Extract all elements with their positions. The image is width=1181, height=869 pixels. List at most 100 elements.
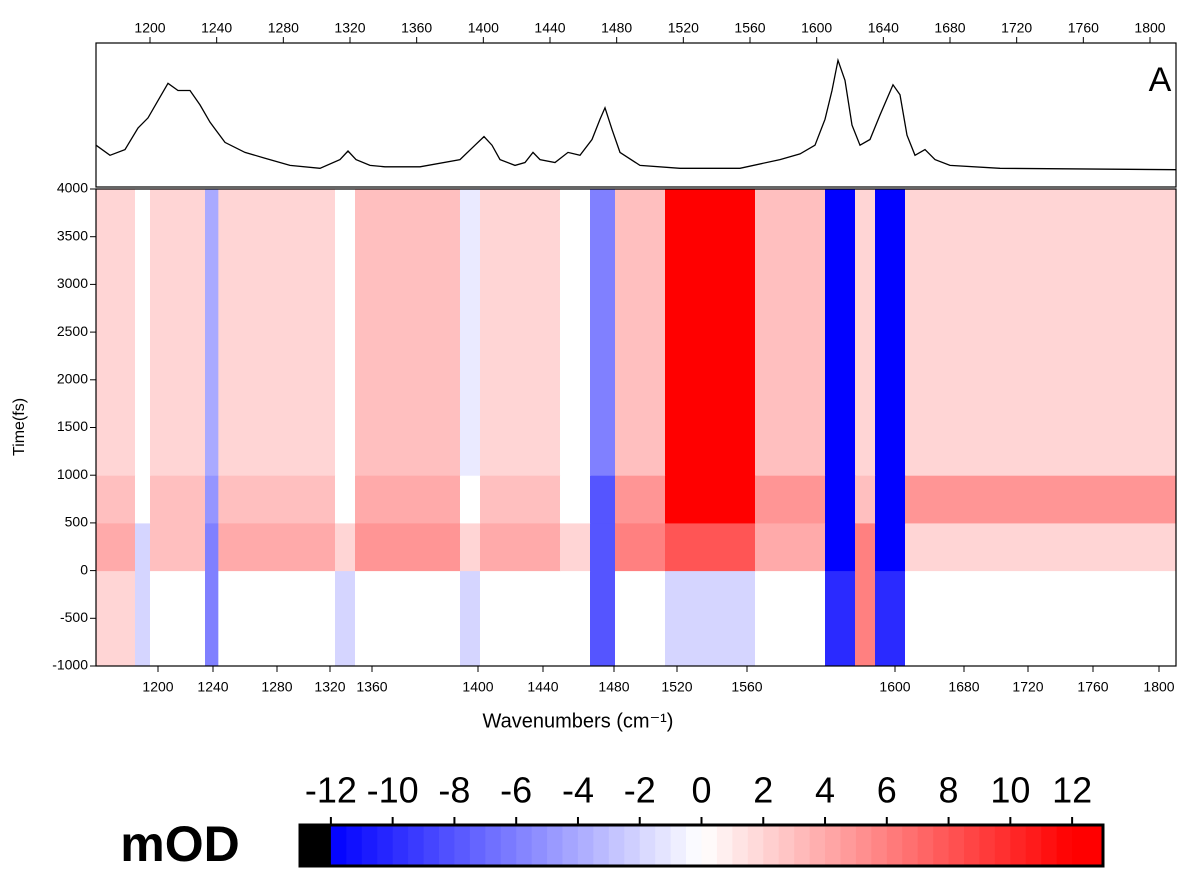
colorbar-tick-label: -10	[367, 770, 419, 811]
x-tick-label: 1520	[668, 20, 699, 36]
x-tick-label: 1360	[356, 679, 387, 695]
colorbar-tick-label: 8	[939, 770, 959, 811]
x-tick-label: 1480	[601, 20, 632, 36]
colorbar-segment	[624, 825, 641, 866]
heat-cell	[218, 475, 336, 524]
colorbar-segment	[994, 825, 1011, 866]
panel-label: A	[1149, 61, 1172, 99]
colorbar-segment	[825, 825, 841, 866]
heat-cell	[590, 189, 616, 476]
heat-cell	[665, 475, 756, 524]
heat-cell	[755, 475, 826, 524]
x-tick-label: 1480	[598, 679, 629, 695]
heat-cell	[905, 570, 1177, 667]
x-tick-label: 1680	[934, 20, 965, 36]
colorbar-segment	[686, 825, 702, 866]
y-tick-label: 3000	[57, 275, 88, 291]
heat-cell	[460, 475, 481, 524]
x-tick-label: 1400	[468, 20, 499, 36]
heat-cell	[355, 570, 461, 667]
colorbar-segment	[392, 825, 409, 866]
colorbar-tick-label: -8	[438, 770, 470, 811]
heat-cell	[755, 522, 826, 572]
heat-cell	[615, 570, 666, 667]
heat-cell	[560, 189, 591, 476]
y-axis-label: Time(fs)	[11, 398, 28, 456]
plot-frame	[95, 42, 1177, 188]
colorbar-tick-label: 10	[990, 770, 1030, 811]
y-tick-label: 1500	[57, 418, 88, 434]
heat-cell	[150, 522, 206, 572]
colorbar-segment	[716, 825, 733, 866]
y-tick-label: 2000	[57, 371, 88, 387]
heat-cell	[560, 475, 591, 524]
colorbar-segment	[1087, 825, 1104, 866]
heat-cell	[755, 189, 826, 476]
colorbar-segment	[577, 825, 594, 866]
heat-cell	[205, 522, 219, 572]
colorbar-segment	[485, 825, 502, 866]
colorbar-segment	[500, 825, 517, 866]
colorbar-segment	[979, 825, 996, 866]
y-tick-label: 3500	[57, 227, 88, 243]
colorbar-segment	[408, 825, 425, 866]
heat-cell	[135, 522, 151, 572]
heat-cell	[825, 522, 856, 572]
colorbar-segment	[747, 825, 764, 866]
heat-cell	[905, 475, 1177, 524]
heat-cell	[355, 475, 461, 524]
colorbar-segment	[964, 825, 980, 866]
colorbar-tick-label: 12	[1052, 770, 1092, 811]
colorbar-segment	[1025, 825, 1042, 866]
heat-cell	[135, 189, 151, 476]
heat-cell	[665, 189, 756, 476]
colorbar-segment	[377, 825, 394, 866]
heat-cell	[875, 189, 906, 476]
x-tick-label: 1600	[879, 679, 910, 695]
colorbar-tick-label: -6	[500, 770, 532, 811]
x-tick-label: 1200	[142, 679, 173, 695]
x-tick-label: 1560	[731, 679, 762, 695]
x-tick-label: 1520	[661, 679, 692, 695]
colorbar-segment	[1056, 825, 1073, 866]
heat-cell	[480, 475, 561, 524]
x-tick-label: 1240	[201, 20, 232, 36]
colorbar-segment	[639, 825, 656, 866]
heat-cell	[460, 570, 481, 667]
colorbar-segment	[516, 825, 533, 866]
heat-cell	[150, 189, 206, 476]
x-tick-label: 1320	[334, 20, 365, 36]
colorbar-segment	[670, 825, 687, 866]
x-tick-label: 1800	[1143, 679, 1174, 695]
heat-cell	[825, 475, 856, 524]
heat-cell	[150, 475, 206, 524]
colorbar-segment	[438, 825, 455, 866]
x-tick-label: 1240	[197, 679, 228, 695]
heat-cell	[335, 570, 356, 667]
colorbar-tick-label: 6	[877, 770, 897, 811]
colorbar-tick-label: -12	[305, 770, 357, 811]
colorbar-segment	[701, 825, 718, 866]
colorbar-segment	[871, 825, 888, 866]
heat-cell	[135, 475, 151, 524]
heat-cell	[96, 570, 136, 667]
x-tick-label: 1600	[801, 20, 832, 36]
colorbar-segment	[732, 825, 749, 866]
colorbar-segment	[562, 825, 579, 866]
colorbar-tick-label: -2	[624, 770, 656, 811]
heat-cell	[355, 189, 461, 476]
colorbar-segment	[655, 825, 672, 866]
heat-cell	[480, 522, 561, 572]
heat-cell	[590, 522, 616, 572]
heat-cell	[905, 522, 1177, 572]
y-tick-label: 4000	[57, 180, 88, 196]
y-tick-label: 2500	[57, 323, 88, 339]
heat-cell	[615, 522, 666, 572]
heat-cell	[560, 522, 591, 572]
colorbar-segment	[809, 825, 826, 866]
x-tick-label: 1680	[948, 679, 979, 695]
x-tick-label: 1760	[1068, 20, 1099, 36]
x-tick-label: 1360	[401, 20, 432, 36]
y-tick-label: 0	[80, 561, 88, 577]
